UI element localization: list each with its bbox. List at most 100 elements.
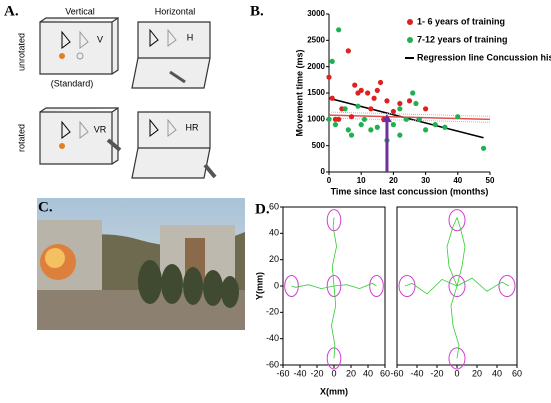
point: [345, 127, 351, 133]
legend-label: Regression line Concussion history: [417, 52, 551, 62]
trajectory: [450, 285, 460, 359]
cell-label: VR: [94, 124, 107, 134]
trajectory: [333, 282, 377, 290]
device: [131, 21, 211, 89]
x-tick-label: 40: [453, 176, 462, 185]
y-tick-label: 500: [312, 141, 326, 150]
point: [390, 108, 396, 115]
x-tick-label: 60: [512, 368, 522, 378]
point: [345, 48, 351, 54]
trajectory: [404, 278, 458, 295]
trajectory: [291, 284, 335, 290]
point: [326, 116, 332, 122]
y-tick-label: 2000: [307, 62, 325, 71]
point: [423, 127, 429, 133]
legend-label: 7-12 years of training: [417, 34, 508, 44]
panel-label: D.: [255, 201, 270, 217]
target: [284, 274, 299, 298]
point: [336, 27, 342, 33]
y-tick-label: 1000: [307, 114, 325, 123]
point: [432, 122, 438, 128]
x-tick-label: -20: [430, 368, 443, 378]
point: [384, 98, 390, 104]
target: [398, 274, 416, 298]
confidence-line: [328, 111, 491, 117]
target: [369, 274, 384, 298]
x-tick-label: 40: [363, 368, 373, 378]
point: [371, 95, 377, 101]
x-tick-label: -60: [390, 368, 403, 378]
y-tick-label: 2500: [307, 35, 325, 44]
arrow-head: [381, 114, 392, 123]
point: [329, 58, 335, 64]
point: [442, 124, 448, 130]
device: [131, 111, 217, 179]
point: [390, 122, 396, 128]
x-tick-label: -40: [293, 368, 306, 378]
panel-label: C.: [38, 199, 53, 215]
y-tick-label: 40: [269, 228, 279, 238]
point: [365, 90, 371, 96]
point: [348, 132, 355, 138]
point: [361, 116, 368, 122]
y-tick-label: 60: [269, 201, 279, 211]
y-tick-label: -40: [266, 333, 279, 343]
y-tick-label: 0: [274, 280, 279, 290]
y-tick-label: 0: [321, 167, 326, 176]
point: [329, 95, 335, 101]
trajectory: [456, 277, 510, 292]
x-tick-label: -40: [410, 368, 423, 378]
trajectory: [456, 217, 466, 287]
device: [39, 106, 122, 165]
y-tick-label: 20: [269, 254, 279, 264]
y-tick-label: -20: [266, 307, 279, 317]
target: [498, 274, 516, 298]
target: [326, 347, 342, 370]
target: [448, 209, 466, 232]
x-tick-label: 10: [357, 176, 366, 185]
x-axis-label: Time since last concussion (months): [331, 186, 489, 196]
point: [423, 106, 429, 112]
point: [455, 114, 461, 120]
point: [358, 122, 364, 128]
y-axis-label: Movement time (ms): [294, 49, 304, 136]
legend-marker: [407, 37, 413, 43]
line: [328, 114, 491, 121]
x-tick-label: 20: [389, 176, 398, 185]
point: [397, 106, 403, 112]
point: [377, 79, 384, 86]
point: [332, 122, 339, 128]
x-tick-label: 60: [380, 368, 390, 378]
point: [480, 145, 487, 151]
point: [410, 90, 416, 96]
point: [368, 127, 374, 133]
x-tick-label: 50: [486, 176, 495, 185]
trajectory: [331, 217, 337, 287]
point: [336, 116, 342, 122]
x-tick-label: 30: [421, 176, 430, 185]
point: [397, 132, 403, 138]
device: [39, 16, 119, 75]
cell-label: HR: [186, 122, 199, 132]
row-label: rotated: [16, 124, 26, 152]
x-tick-label: 0: [327, 176, 332, 185]
x-tick-label: 0: [454, 368, 459, 378]
point: [374, 87, 380, 93]
y-tick-label: 3000: [307, 9, 325, 18]
column-label: Horizontal: [155, 6, 196, 16]
x-axis-label: X(mm): [320, 386, 348, 396]
x-tick-label: -60: [276, 368, 289, 378]
point: [368, 106, 374, 112]
panel-label: B.: [250, 3, 264, 19]
target: [448, 347, 466, 370]
column-label: Vertical: [65, 6, 95, 16]
legend-label: 1- 6 years of training: [417, 16, 505, 26]
target: [326, 274, 342, 298]
trajectory: [331, 285, 337, 359]
x-tick-label: 0: [331, 368, 336, 378]
point: [355, 103, 361, 109]
point: [326, 74, 332, 80]
point: [397, 100, 403, 107]
point: [374, 124, 380, 130]
